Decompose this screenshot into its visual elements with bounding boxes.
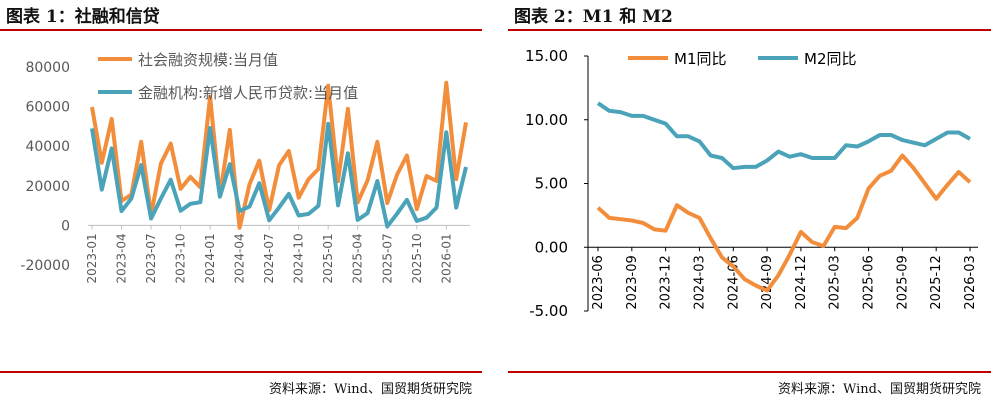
legend-label: M2同比 [804,50,857,68]
x-tick-label: 2024-09 [760,255,775,309]
x-tick-label: 2025-06 [862,255,877,309]
y-tick-label: 10.00 [525,111,568,129]
title-rule [0,29,482,31]
y-tick-label: 5.00 [535,175,568,193]
x-tick-label: 2025-03 [828,255,843,309]
x-tick-label: 2025-07 [380,233,394,283]
series-line-new-loans [90,121,468,229]
x-tick-label: 2023-07 [144,233,158,283]
x-tick-label: 2024-03 [692,255,707,309]
y-tick-label: -5.00 [529,302,568,320]
footer-rule [508,371,991,373]
legend-label: 金融机构:新增人民币贷款:当月值 [138,84,358,102]
y-tick-label: 60000 [25,100,70,116]
x-tick-label: 2023-04 [115,233,129,283]
legend-label: M1同比 [674,50,727,68]
y-tick-label: 15.00 [525,47,568,65]
x-tick-label: 2025-09 [895,255,910,309]
chart-social-financing-loans: -20000 0 20000 40000 60000 80000 2023-01 2023-0… [20,51,470,284]
footer-rule [0,371,482,373]
x-tick-label: 2025-04 [351,233,365,283]
series-line-m2 [596,101,971,171]
y-tick-label: 0.00 [535,238,568,256]
chart-panel-m1-m2: 图表 2：M1 和 M2 -5.00 0.00 5.00 10.00 15.00 2023… [508,0,991,403]
x-tick-label: 2026-01 [439,233,453,283]
y-tick-label: 80000 [25,60,70,76]
x-tick-label: 2024-07 [262,233,276,283]
y-tick-label: 40000 [25,139,70,155]
series-line-m1 [596,153,972,293]
y-tick-label: -20000 [20,258,70,274]
title-rule [508,29,991,31]
x-tick-label: 2023-09 [625,255,640,309]
chart-title: 图表 1：社融和信贷 [6,7,160,27]
x-tick-label: 2024-01 [203,233,217,283]
x-tick-label: 2023-06 [591,255,606,309]
x-tick-label: 2024-12 [794,255,809,309]
x-tick-label: 2023-12 [659,255,674,309]
x-tick-label: 2025-12 [929,255,944,309]
x-tick-label: 2025-10 [410,233,424,283]
source-note: 资料来源：Wind、国贸期货研究院 [778,382,981,397]
x-tick-label: 2026-03 [963,255,978,309]
legend-label: 社会融资规模:当月值 [138,51,278,69]
y-tick-label: 20000 [25,179,70,195]
x-tick-label: 2023-10 [174,233,188,283]
chart-title: 图表 2：M1 和 M2 [514,7,673,27]
source-note: 资料来源：Wind、国贸期货研究院 [269,382,472,397]
chart-panel-social-financing: 图表 1：社融和信贷 -20000 0 20000 40000 60000 80000 20… [0,0,482,403]
x-tick-label: 2023-01 [85,233,99,283]
y-tick-label: 0 [61,218,70,234]
series-line-social-financing [90,80,468,230]
x-tick-label: 2025-01 [321,233,335,283]
chart-m1-m2-yoy: -5.00 0.00 5.00 10.00 15.00 2023-06 2023-09 202… [525,47,978,320]
x-tick-label: 2024-10 [292,233,306,283]
x-tick-label: 2024-04 [233,233,247,283]
